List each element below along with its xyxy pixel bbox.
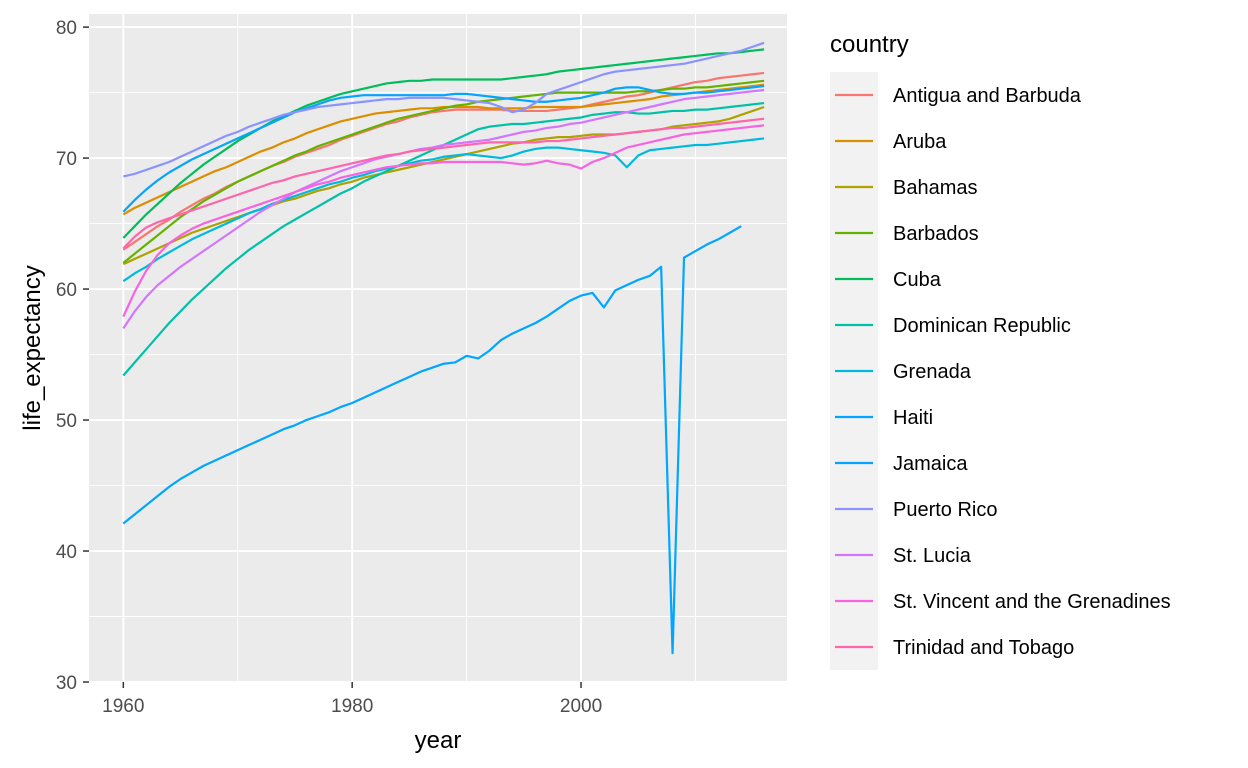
legend-item: Jamaica	[835, 453, 968, 475]
legend-label: St. Lucia	[893, 545, 972, 567]
series-line	[122, 225, 742, 655]
y-axis-title: life_expectancy	[19, 265, 46, 430]
x-tick-labels: 1960 1980 2000	[102, 696, 602, 717]
legend-item: Dominican Republic	[835, 315, 1071, 337]
legend-item: Aruba	[835, 131, 947, 153]
legend-label: Cuba	[893, 269, 942, 291]
series-line	[122, 83, 765, 216]
x-tick-label: 2000	[560, 696, 602, 717]
legend-item: St. Lucia	[835, 545, 972, 567]
series-line	[122, 79, 765, 264]
y-tick-label: 80	[56, 18, 77, 39]
y-tick-label: 40	[56, 542, 77, 563]
legend-label: Trinidad and Tobago	[893, 637, 1074, 659]
legend-label: Antigua and Barbuda	[893, 85, 1082, 107]
legend-items: Antigua and Barbuda Aruba Bahamas Barbados C…	[835, 85, 1171, 659]
series-line	[122, 137, 765, 283]
series-lines	[122, 41, 765, 655]
y-tick-labels: 30 40 50 60 70 80	[56, 18, 77, 694]
y-tick-label: 60	[56, 280, 77, 301]
legend-label: St. Vincent and the Grenadines	[893, 591, 1171, 613]
legend-item: Trinidad and Tobago	[835, 637, 1074, 659]
legend-label: Grenada	[893, 361, 972, 383]
y-tick-label: 50	[56, 411, 77, 432]
y-tick-label: 70	[56, 149, 77, 170]
series-line	[122, 124, 765, 318]
minor-gridlines	[89, 14, 787, 682]
series-line	[122, 48, 765, 239]
legend-item: Grenada	[835, 361, 972, 383]
axis-ticks	[83, 26, 582, 688]
x-axis-title: year	[415, 727, 462, 754]
legend-label: Dominican Republic	[893, 315, 1071, 337]
legend-item: Puerto Rico	[835, 499, 998, 521]
series-line	[122, 117, 765, 250]
x-tick-label: 1960	[102, 696, 144, 717]
legend-label: Haiti	[893, 407, 933, 429]
x-tick-label: 1980	[331, 696, 373, 717]
series-line	[123, 41, 765, 178]
legend: country Antigua and Barbuda Aruba Bahamas B…	[830, 31, 1171, 670]
series-line	[122, 88, 765, 329]
y-tick-label: 30	[56, 673, 77, 694]
legend-item: Haiti	[835, 407, 933, 429]
legend-item: Bahamas	[835, 177, 978, 199]
legend-item: Antigua and Barbuda	[835, 85, 1082, 107]
legend-label: Barbados	[893, 223, 979, 245]
legend-item: St. Vincent and the Grenadines	[835, 591, 1171, 613]
legend-label: Bahamas	[893, 177, 978, 199]
series-line	[122, 84, 765, 213]
legend-title: country	[830, 31, 909, 58]
legend-label: Aruba	[893, 131, 947, 153]
legend-label: Jamaica	[893, 453, 968, 475]
major-gridlines	[89, 14, 787, 683]
legend-item: Cuba	[835, 269, 942, 291]
legend-item: Barbados	[835, 223, 979, 245]
legend-label: Puerto Rico	[893, 499, 998, 521]
